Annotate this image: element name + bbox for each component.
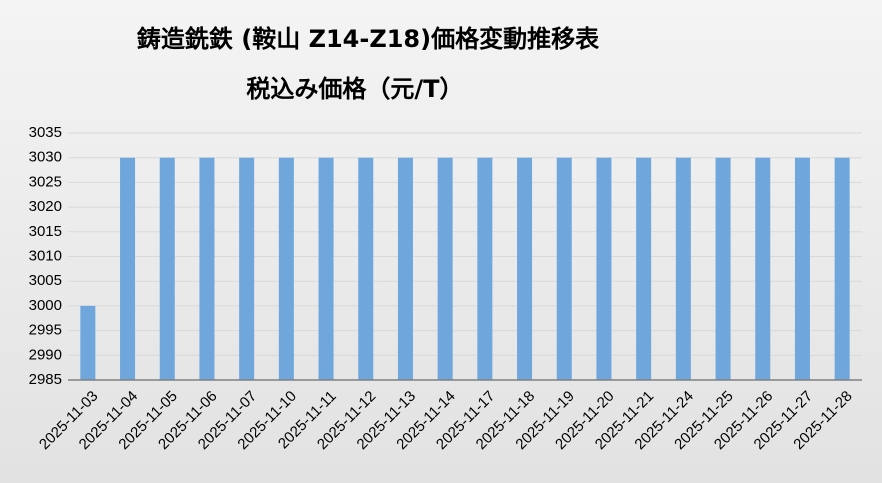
bar	[397, 157, 413, 380]
bar	[834, 157, 850, 380]
bar	[120, 157, 136, 380]
bar	[755, 157, 771, 380]
bar	[715, 157, 731, 380]
chart-title: 鋳造銑鉄 (鞍山 Z14-Z18)価格変動推移表	[137, 25, 600, 53]
bar	[199, 157, 215, 380]
bar	[437, 157, 453, 380]
bar	[636, 157, 652, 380]
bar	[278, 157, 294, 380]
y-tick-label: 2995	[29, 322, 62, 339]
bar	[318, 157, 334, 380]
bar	[794, 157, 810, 380]
y-tick-label: 3015	[29, 223, 62, 240]
bar	[80, 305, 96, 380]
chart-subtitle: 税込み価格（元/T）	[246, 75, 463, 103]
y-tick-label: 3005	[29, 272, 62, 289]
bar	[556, 157, 572, 380]
bar	[159, 157, 175, 380]
bar	[477, 157, 493, 380]
bar	[517, 157, 533, 380]
y-tick-label: 3010	[29, 247, 62, 264]
bar	[239, 157, 255, 380]
bar	[675, 157, 691, 380]
y-tick-label: 3025	[29, 173, 62, 190]
bar	[358, 157, 374, 380]
bar	[596, 157, 612, 380]
y-tick-label: 2985	[29, 371, 62, 388]
y-tick-label: 2990	[29, 346, 62, 363]
y-tick-label: 3035	[29, 124, 62, 141]
y-tick-label: 3030	[29, 149, 62, 166]
y-tick-label: 3020	[29, 198, 62, 215]
y-tick-label: 3000	[29, 297, 62, 314]
